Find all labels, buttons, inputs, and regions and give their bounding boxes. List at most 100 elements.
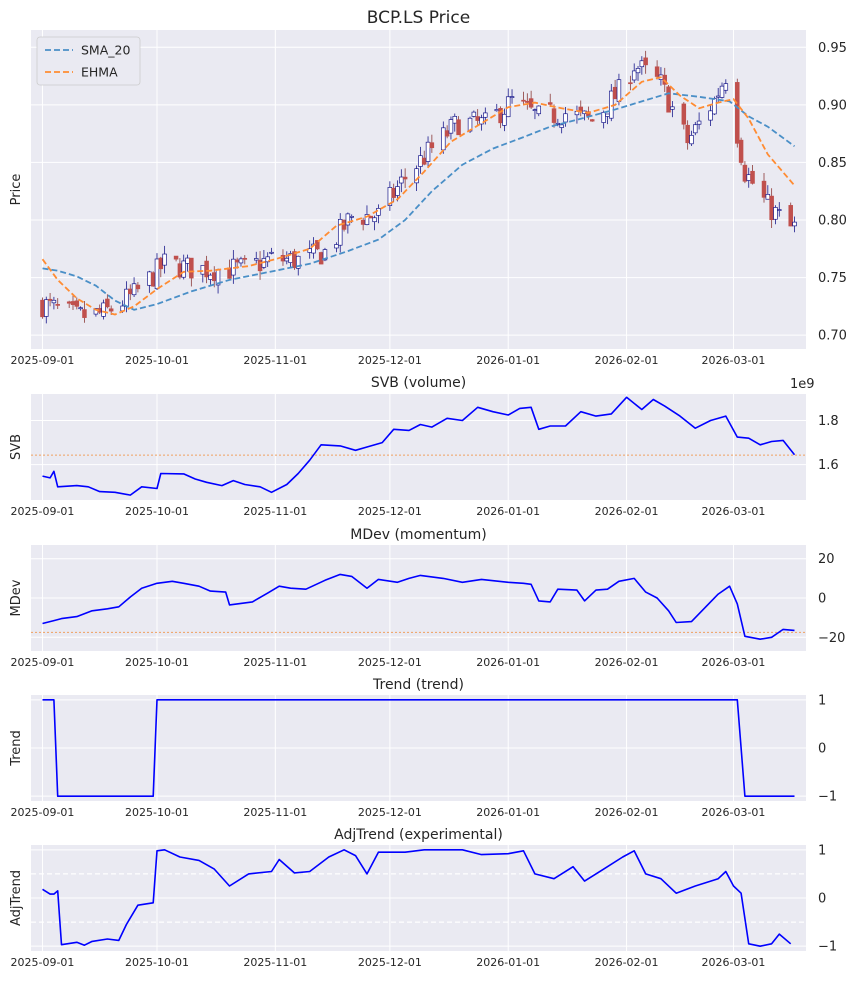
price-candle-up — [483, 112, 488, 118]
trend-title: Trend (trend) — [372, 677, 464, 693]
price-candle-up — [418, 155, 423, 167]
price-candle-down — [750, 170, 755, 184]
price-candle-up — [372, 217, 377, 223]
svb-offset-text: 1e9 — [790, 377, 815, 392]
price-candle-up — [322, 249, 328, 261]
price-candle-down — [173, 255, 179, 260]
price-candle-up — [349, 215, 354, 218]
price-x-tick-label: 2025-10-01 — [125, 354, 189, 367]
price-candle-up — [269, 251, 274, 254]
price-candle-down — [578, 106, 584, 112]
price-candle-up — [334, 244, 339, 249]
svb-x-tick-label: 2025-11-01 — [243, 505, 307, 518]
price-candle-up — [693, 124, 698, 134]
price-candle-up — [181, 260, 186, 278]
price-candle-down — [318, 252, 324, 265]
price-candle-down — [589, 119, 595, 122]
price-candle-up — [44, 299, 49, 317]
svb-panel: 2025-09-01 2025-10-01 2025-11-01 2025-12-01… — [9, 375, 839, 518]
price-candle-down — [158, 257, 164, 270]
svb-title: SVB (volume) — [371, 375, 466, 391]
price-candle-up — [715, 95, 721, 98]
price-x-tick-label: 2026-02-01 — [595, 354, 659, 367]
price-candle-down — [456, 119, 461, 136]
price-candle-down — [105, 298, 110, 308]
price-candle-up — [605, 113, 610, 117]
trend-x-tick-label: 2026-03-01 — [701, 806, 765, 819]
price-candle-down — [735, 82, 740, 144]
price-candle-up — [208, 274, 213, 280]
price-candle-up — [284, 257, 290, 262]
mdev-x-tick-label: 2025-09-01 — [10, 656, 74, 669]
mdev-x-tick-label: 2025-10-01 — [125, 656, 189, 669]
price-candle-down — [212, 272, 217, 282]
price-candle-up — [670, 106, 675, 110]
price-candle-down — [74, 300, 80, 307]
price-candle-down — [681, 103, 687, 125]
adjtrend-panel: 2025-09-01 2025-10-01 2025-11-01 2025-12-01… — [9, 827, 837, 969]
price-candle-up — [696, 120, 702, 125]
svb-x-tick-label: 2026-03-01 — [701, 505, 765, 518]
adjtrend-y-axis-label: AdjTrend — [9, 870, 24, 926]
adjtrend-y-tick-label: 1 — [818, 843, 826, 858]
svb-y-tick-label: 1.6 — [818, 458, 839, 473]
price-candle-down — [189, 257, 194, 279]
price-candle-up — [124, 288, 129, 307]
price-candle-up — [364, 214, 370, 225]
price-y-tick-label: 0.75 — [818, 271, 847, 286]
adjtrend-x-tick-label: 2025-10-01 — [125, 956, 189, 969]
price-candle-up — [689, 134, 694, 145]
price-candle-down — [421, 157, 427, 165]
price-candle-up — [345, 213, 351, 226]
price-title: BCP.LS Price — [367, 8, 470, 28]
price-candle-down — [108, 308, 114, 312]
price-candle-up — [635, 68, 641, 74]
price-candle-down — [738, 139, 744, 163]
price-candle-up — [708, 110, 713, 121]
mdev-x-tick-label: 2026-02-01 — [595, 656, 659, 669]
price-candle-down — [525, 100, 530, 103]
price-candle-up — [154, 258, 160, 290]
price-candle-up — [162, 253, 167, 266]
price-y-tick-label: 0.95 — [818, 41, 847, 56]
adjtrend-y-tick-label: 0 — [818, 892, 826, 907]
svb-x-tick-label: 2026-01-01 — [476, 505, 540, 518]
trend-x-tick-label: 2025-09-01 — [10, 806, 74, 819]
price-candle-up — [746, 174, 751, 181]
svb-y-tick-label: 1.8 — [818, 414, 839, 429]
price-candle-up — [601, 111, 606, 123]
legend-sma20-label: SMA_20 — [81, 43, 130, 58]
price-candle-up — [509, 96, 515, 98]
trend-line — [42, 698, 795, 798]
mdev-line — [42, 573, 795, 641]
price-candle-up — [185, 257, 190, 264]
adjtrend-x-tick-label: 2026-02-01 — [595, 956, 659, 969]
adjtrend-title: AdjTrend (experimental) — [334, 827, 503, 843]
price-candle-up — [479, 117, 484, 125]
price-candle-down — [761, 180, 767, 198]
price-candle-up — [773, 207, 778, 220]
price-candle-up — [238, 258, 244, 264]
trend-x-tick-label: 2025-11-01 — [243, 806, 307, 819]
price-y-tick-label: 0.90 — [818, 98, 847, 113]
price-plot-area — [31, 30, 806, 349]
price-candle-down — [685, 124, 690, 144]
price-candle-down — [82, 309, 87, 318]
mdev-y-tick-label: −20 — [818, 631, 845, 646]
price-x-tick-label: 2026-01-01 — [476, 354, 540, 367]
mdev-title: MDev (momentum) — [350, 527, 486, 543]
price-candle-down — [360, 219, 366, 225]
price-legend: SMA_20 EHMA — [36, 36, 141, 86]
price-panel: 2025-09-01 2025-10-01 2025-11-01 2025-12-01… — [9, 8, 847, 367]
price-candle-down — [654, 66, 660, 77]
price-candle-up — [399, 176, 404, 184]
price-candle-up — [448, 119, 454, 134]
price-candle-up — [792, 221, 797, 227]
legend-ehma-label: EHMA — [81, 65, 118, 80]
adjtrend-x-tick-label: 2026-03-01 — [701, 956, 765, 969]
price-x-tick-label: 2025-11-01 — [243, 354, 307, 367]
price-candle-up — [555, 122, 561, 125]
price-y-tick-label: 0.70 — [818, 329, 847, 344]
mdev-y-tick-label: 0 — [818, 592, 826, 607]
